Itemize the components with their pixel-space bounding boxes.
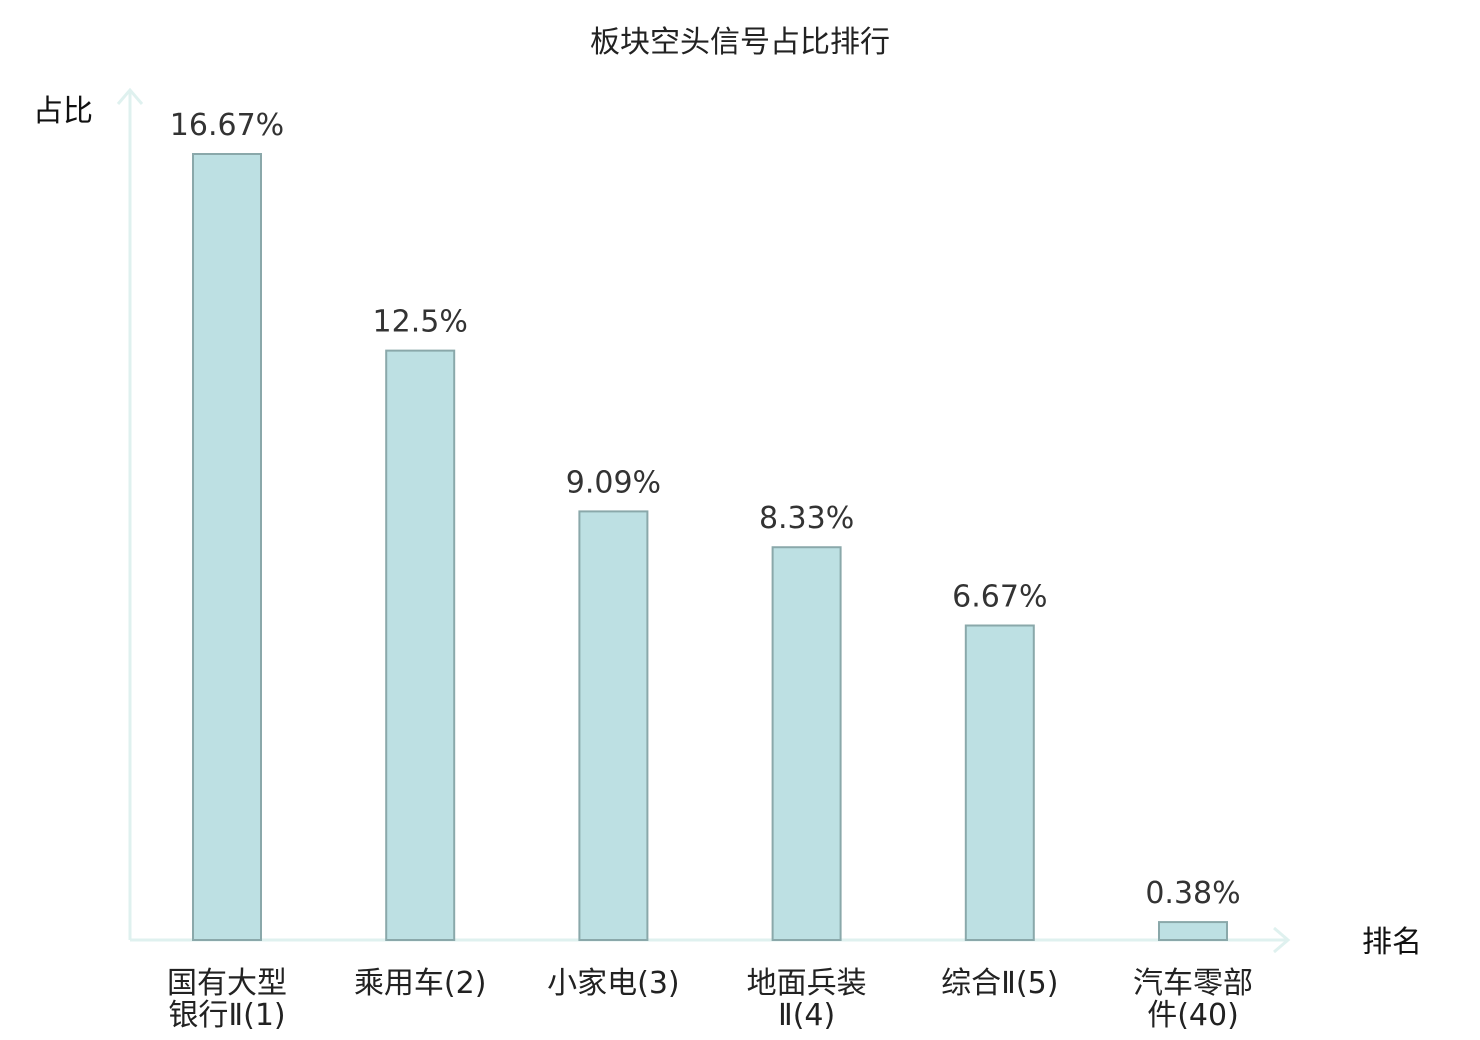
x-axis-label: 排名 [1362, 925, 1422, 960]
category-tick-label: 综合Ⅱ(5) [941, 966, 1058, 1001]
bar-value-label: 12.5% [373, 305, 468, 340]
bar-value-label: 16.67% [170, 108, 284, 143]
bar-value-label: 9.09% [566, 465, 661, 500]
category-tick-label: 件(40) [1147, 998, 1239, 1033]
chart-title: 板块空头信号占比排行 [590, 25, 890, 60]
bar [771, 546, 842, 942]
bar-value-label: 6.67% [952, 580, 1047, 615]
bar [964, 624, 1035, 941]
category-tick-label: 银行Ⅱ(1) [168, 998, 285, 1033]
x-axis-arrow [1273, 926, 1291, 954]
category-tick-label: 国有大型 [167, 966, 287, 1001]
bar [578, 510, 649, 941]
bar [385, 349, 456, 942]
bar [192, 153, 262, 941]
bars-group [192, 153, 1228, 942]
category-tick-label: 小家电(3) [547, 966, 680, 1001]
bar-value-label: 0.38% [1145, 876, 1240, 911]
category-tick-label: 地面兵装 [747, 966, 867, 1001]
y-axis-arrow [116, 87, 144, 105]
y-axis-label: 占比 [33, 94, 93, 129]
category-tick-label: 乘用车(2) [354, 966, 487, 1001]
value-labels-group: 16.67% 12.5% 9.09% 8.33% 6.67% 0.38% [170, 108, 1241, 911]
category-tick-label: 汽车零部 [1133, 966, 1253, 1001]
category-tick-label: Ⅱ(4) [778, 998, 835, 1033]
bar-value-label: 8.33% [759, 501, 854, 536]
bar [1158, 921, 1228, 941]
